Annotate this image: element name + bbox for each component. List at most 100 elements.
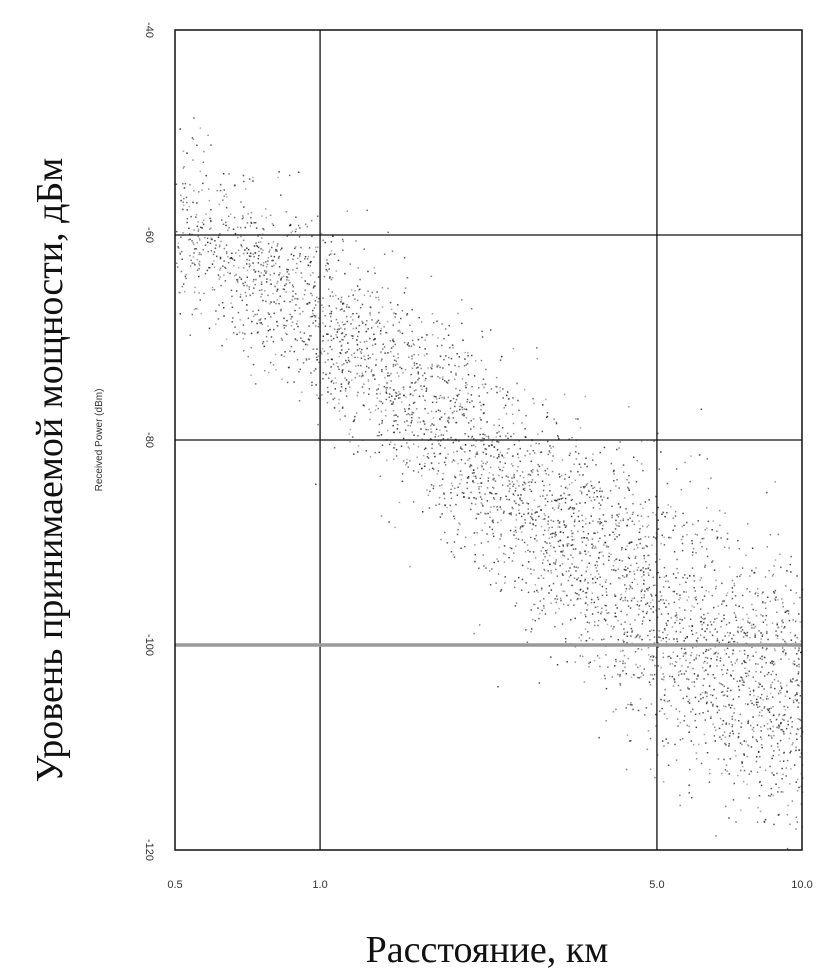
data-point xyxy=(513,500,516,502)
data-point xyxy=(649,630,651,632)
data-point xyxy=(733,582,735,585)
data-point xyxy=(231,321,233,323)
data-point xyxy=(399,366,401,368)
data-point xyxy=(390,351,392,353)
data-point xyxy=(340,352,342,355)
data-point xyxy=(729,566,731,568)
data-point xyxy=(503,561,506,563)
data-point xyxy=(796,738,798,740)
data-point xyxy=(281,378,283,381)
data-point xyxy=(478,486,480,488)
data-point xyxy=(780,685,782,688)
data-point xyxy=(333,397,336,400)
data-point xyxy=(278,255,280,258)
data-point xyxy=(537,473,539,476)
data-point xyxy=(205,174,207,177)
data-point xyxy=(749,693,751,696)
data-point xyxy=(496,432,498,434)
data-point xyxy=(692,551,694,553)
data-point xyxy=(237,226,239,229)
data-point xyxy=(569,567,571,569)
data-point xyxy=(723,618,725,620)
data-point xyxy=(728,773,731,776)
data-point xyxy=(211,238,213,241)
data-point xyxy=(544,514,546,517)
data-point xyxy=(673,551,676,553)
data-point xyxy=(392,338,394,340)
data-point xyxy=(317,355,320,357)
data-point xyxy=(253,255,255,258)
data-point xyxy=(659,558,661,561)
data-point xyxy=(631,631,633,633)
data-point xyxy=(461,378,464,380)
data-point xyxy=(717,758,720,760)
data-point xyxy=(519,528,521,530)
data-point xyxy=(748,687,751,689)
data-point xyxy=(411,411,413,414)
data-point xyxy=(627,605,630,607)
data-point xyxy=(427,428,429,431)
data-point xyxy=(547,523,549,525)
data-point xyxy=(781,728,784,731)
data-point xyxy=(599,451,601,454)
data-point xyxy=(432,322,435,324)
data-point xyxy=(776,726,778,729)
data-point xyxy=(738,696,740,698)
data-point xyxy=(642,507,644,510)
data-point xyxy=(577,566,579,569)
data-point xyxy=(287,366,290,369)
data-point xyxy=(322,297,324,299)
data-point xyxy=(506,452,509,454)
data-point xyxy=(542,553,545,555)
data-point xyxy=(723,705,725,707)
data-point xyxy=(564,501,567,504)
data-point xyxy=(687,686,689,689)
data-point xyxy=(761,592,763,595)
data-point xyxy=(467,352,469,354)
data-point xyxy=(444,426,447,428)
data-point xyxy=(611,516,613,519)
data-point xyxy=(606,623,609,626)
data-point xyxy=(567,579,570,582)
data-point xyxy=(628,541,631,544)
data-point xyxy=(487,435,490,438)
data-point xyxy=(764,769,767,771)
data-point xyxy=(357,335,359,338)
data-point xyxy=(516,470,518,472)
data-point xyxy=(791,744,793,746)
data-point xyxy=(315,246,317,249)
data-point xyxy=(592,459,594,461)
data-point xyxy=(780,658,782,660)
data-point xyxy=(280,279,282,281)
data-point xyxy=(444,504,447,507)
data-point xyxy=(720,683,722,685)
data-point xyxy=(566,661,568,663)
data-point xyxy=(352,294,354,296)
data-point xyxy=(730,689,732,692)
data-point xyxy=(247,213,249,215)
data-point xyxy=(644,590,646,592)
data-point xyxy=(521,578,524,581)
data-point xyxy=(441,323,443,325)
data-point xyxy=(709,768,711,771)
data-point xyxy=(629,570,631,573)
data-point xyxy=(318,323,320,325)
data-point xyxy=(557,519,559,522)
data-point xyxy=(664,515,666,518)
data-point xyxy=(221,219,223,221)
data-point xyxy=(367,379,370,381)
data-point xyxy=(378,384,380,386)
data-point xyxy=(440,440,442,442)
data-point xyxy=(276,282,278,284)
data-point xyxy=(668,638,670,640)
data-point xyxy=(793,660,796,663)
data-point xyxy=(547,453,549,456)
data-point xyxy=(446,430,448,432)
data-point xyxy=(508,398,510,400)
data-point xyxy=(667,504,669,506)
data-point xyxy=(294,297,296,300)
data-point xyxy=(537,607,539,609)
data-point xyxy=(455,503,457,506)
data-point xyxy=(329,295,331,297)
data-point xyxy=(456,533,459,536)
